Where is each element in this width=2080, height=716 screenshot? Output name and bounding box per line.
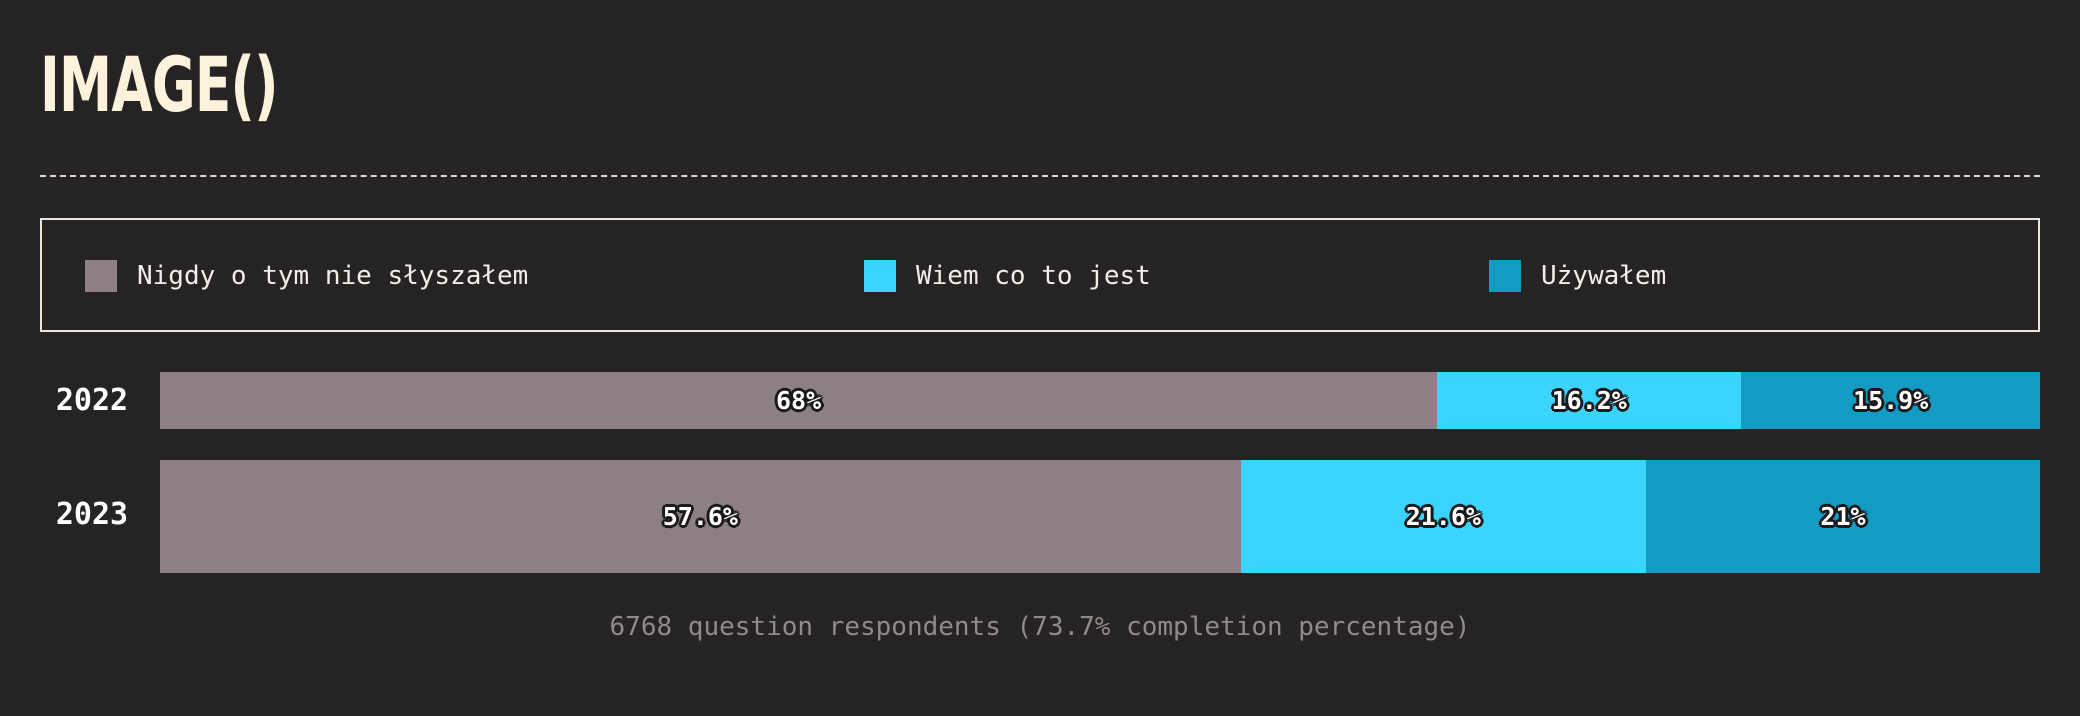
page-title: IMAGE() <box>40 40 278 129</box>
legend-item-know-what-it-is: Wiem co to jest <box>864 260 1151 292</box>
legend-label-know-what-it-is: Wiem co to jest <box>916 261 1151 291</box>
legend-swatch-know-what-it-is <box>864 260 896 292</box>
chart-legend: Nigdy o tym nie słyszałem Wiem co to jes… <box>40 218 2040 332</box>
bar-segment-2022-used: 15.9% <box>1741 372 2040 429</box>
bar-segment-2023-know-what-it-is: 21.6% <box>1240 460 1646 573</box>
legend-label-used: Używałem <box>1541 261 1667 291</box>
bar-segment-2022-know-what-it-is: 16.2% <box>1437 372 1742 429</box>
bar-segment-2023-never-heard: 57.6% <box>160 460 1241 573</box>
row-label-2023: 2023 <box>55 497 129 532</box>
data-label-2022-never-heard: 68% <box>775 386 822 415</box>
legend-item-never-heard: Nigdy o tym nie słyszałem <box>85 260 528 292</box>
respondents-note: 6768 question respondents (73.7% complet… <box>609 612 1471 642</box>
data-label-2023-know-what-it-is: 21.6% <box>1405 502 1481 531</box>
bar-segment-2023-used: 21% <box>1645 460 2040 573</box>
dashed-divider <box>40 175 2040 177</box>
data-label-2022-used: 15.9% <box>1853 386 1929 415</box>
stacked-bar-2023: 57.6% 21.6% 21% <box>160 460 2040 573</box>
data-label-2023-used: 21% <box>1820 502 1866 531</box>
data-label-2022-know-what-it-is: 16.2% <box>1551 386 1627 415</box>
data-label-2023-never-heard: 57.6% <box>662 502 738 531</box>
stacked-bar-2022: 68% 16.2% 15.9% <box>160 372 2040 429</box>
legend-swatch-used <box>1489 260 1521 292</box>
row-label-2022: 2022 <box>55 383 129 418</box>
legend-item-used: Używałem <box>1489 260 1666 292</box>
bar-segment-2022-never-heard: 68% <box>160 372 1438 429</box>
legend-label-never-heard: Nigdy o tym nie słyszałem <box>137 261 529 291</box>
legend-swatch-never-heard <box>85 260 117 292</box>
